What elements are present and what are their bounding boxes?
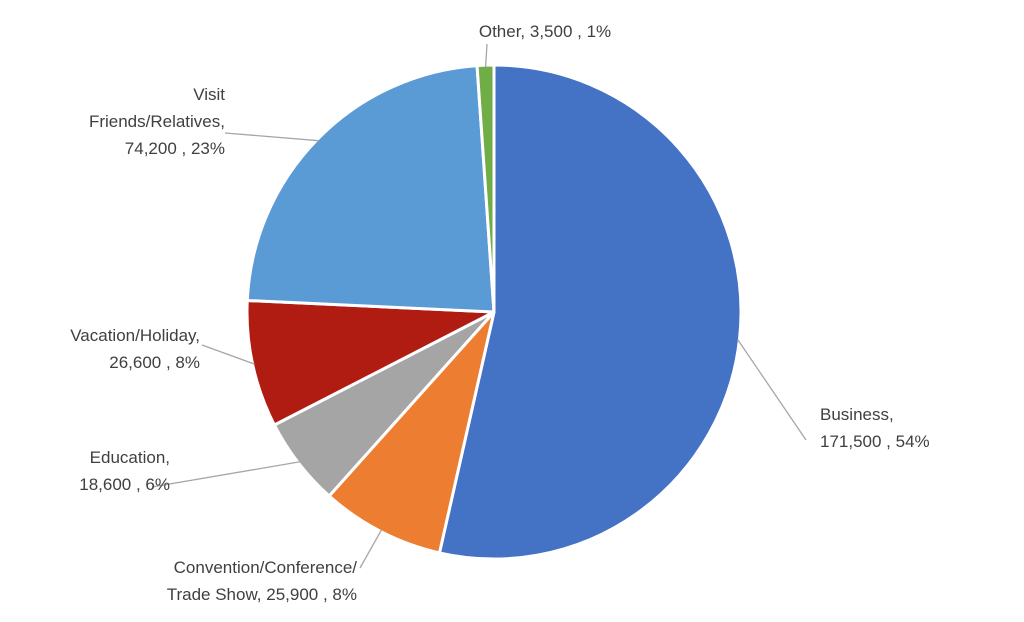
data-label: Convention/Conference/Trade Show, 25,900… [167,558,358,604]
data-label-line: 18,600 , 6% [79,475,170,494]
leader-line [736,338,807,441]
data-label-line: Education, [90,448,170,467]
data-label: Business, 171,500 , 54% [820,405,930,451]
data-label-line: 74,200 , 23% [125,139,225,158]
pie-slices [245,63,743,561]
leader-line [359,529,383,569]
leader-lines [151,43,807,569]
leader-line [484,43,488,68]
leader-line [151,461,301,488]
data-label: Visit Friends/Relatives, 74,200 , 23% [89,85,225,158]
data-label: Education, 18,600 , 6% [79,448,170,494]
leader-line [201,344,255,365]
data-label-line: Business, [820,405,894,424]
data-labels: Business, 171,500 , 54% Convention/Confere… [70,22,929,604]
pie-slice-business [437,63,743,561]
data-label: Other, 3,500 , 1% [479,22,611,41]
pie-slice-visit-friends-relatives [245,64,496,314]
data-label: Vacation/Holiday, 26,600 , 8% [70,326,200,372]
data-label-line: Convention/Conference/ [174,558,358,577]
data-label-line: Visit [193,85,225,104]
pie-slice-vacation-holiday [245,298,496,427]
data-label-line: 171,500 , 54% [820,432,930,451]
data-label-line: Trade Show, 25,900 , 8% [167,585,357,604]
data-label-line: Other, 3,500 , 1% [479,22,611,41]
data-label-line: Vacation/Holiday, [70,326,200,345]
data-label-line: Friends/Relatives, [89,112,225,131]
data-label-line: 26,600 , 8% [109,353,200,372]
leader-line [224,132,319,142]
